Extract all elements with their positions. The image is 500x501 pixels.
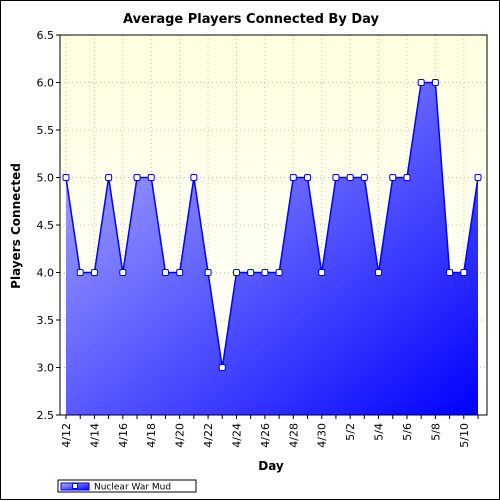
data-point (62, 174, 70, 181)
x-tick-label: 4/18 (145, 423, 158, 448)
x-tick-label: 4/20 (174, 423, 187, 448)
y-tick-label: 6.0 (37, 77, 55, 90)
data-point (375, 269, 383, 276)
y-tick-label: 4.5 (37, 219, 55, 232)
x-tick-label: 4/24 (230, 423, 243, 448)
x-tick-label: 5/2 (344, 423, 357, 441)
x-axis-title: Day (258, 459, 284, 473)
data-point (119, 269, 127, 276)
data-point (474, 174, 482, 181)
data-point (431, 79, 439, 86)
data-point (403, 174, 411, 181)
x-tick-label: 4/16 (117, 423, 130, 448)
data-point (161, 269, 169, 276)
x-tick-label: 4/14 (88, 423, 101, 448)
chart-title: Average Players Connected By Day (123, 12, 379, 27)
data-point (389, 174, 397, 181)
y-axis-title: Players Connected (9, 163, 23, 289)
data-point (105, 174, 113, 181)
data-point (176, 269, 184, 276)
x-tick-label: 5/10 (458, 423, 471, 448)
y-tick-label: 3.5 (37, 314, 55, 327)
x-tick-label: 4/12 (60, 423, 73, 448)
x-tick-label: 5/8 (429, 423, 442, 441)
legend: Nuclear War Mud (57, 479, 197, 493)
data-point (232, 269, 240, 276)
data-point (90, 269, 98, 276)
data-point (76, 269, 84, 276)
x-tick-label: 5/4 (373, 423, 386, 441)
x-tick-label: 4/26 (259, 423, 272, 448)
data-point (218, 364, 226, 371)
data-point (360, 174, 368, 181)
data-point (318, 269, 326, 276)
data-point (190, 174, 198, 181)
data-point (204, 269, 212, 276)
data-point (147, 174, 155, 181)
data-point (275, 269, 283, 276)
y-tick-label: 4.0 (37, 267, 55, 280)
series-line (65, 81, 479, 368)
legend-box (57, 479, 197, 493)
y-tick-label: 2.5 (37, 409, 55, 422)
y-tick-label: 6.5 (37, 29, 55, 42)
data-point (304, 174, 312, 181)
data-point (417, 79, 425, 86)
data-point (289, 174, 297, 181)
series-area (66, 82, 478, 415)
data-point (247, 269, 255, 276)
data-point (332, 174, 340, 181)
x-tick-label: 4/28 (287, 423, 300, 448)
legend-label: Nuclear War Mud (94, 483, 171, 493)
data-point (446, 269, 454, 276)
series-markers (62, 79, 482, 371)
data-point (261, 269, 269, 276)
x-tick-label: 4/22 (202, 423, 215, 448)
y-axis-ticks: 2.5 3.0 3.5 4.0 4.5 5.0 5.5 6.0 6.5 (37, 29, 60, 422)
data-point (460, 269, 468, 276)
x-tick-label: 5/6 (401, 423, 414, 441)
plot-area (59, 34, 488, 416)
x-axis-ticks: 4/12 4/14 4/16 4/18 4/20 4/22 4/24 4/26 4/28 4/30… (60, 415, 479, 448)
x-tick-label: 4/30 (316, 423, 329, 448)
data-point (346, 174, 354, 181)
y-tick-label: 5.5 (37, 124, 55, 137)
y-tick-label: 3.0 (37, 362, 55, 375)
y-tick-label: 5.0 (37, 172, 55, 185)
legend-marker-icon (72, 483, 78, 489)
data-point (133, 174, 141, 181)
